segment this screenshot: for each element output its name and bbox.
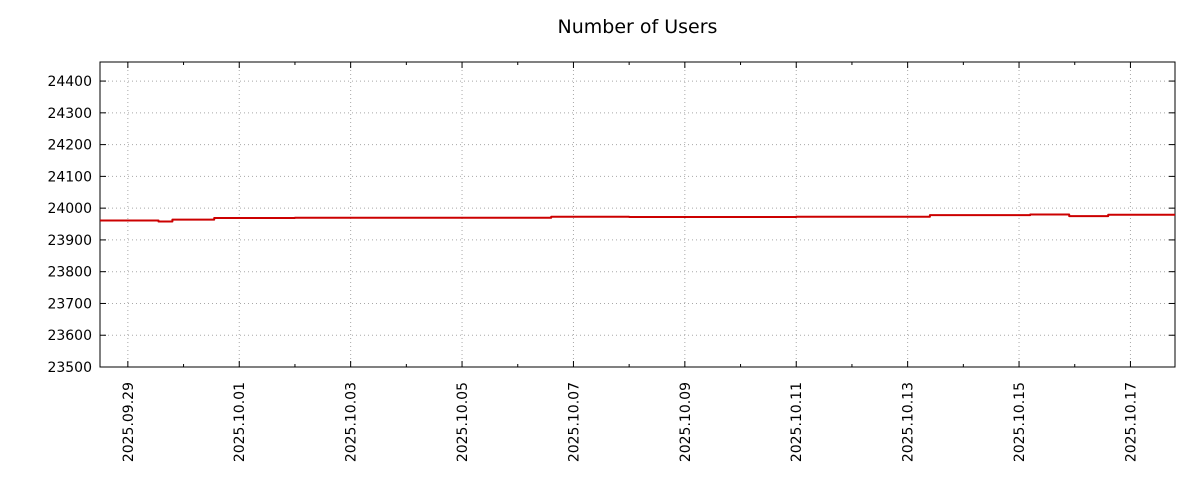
svg-text:24000: 24000 (47, 201, 92, 217)
tick-marks (100, 62, 1175, 368)
svg-text:23500: 23500 (47, 360, 92, 376)
svg-text:24200: 24200 (47, 138, 92, 154)
svg-text:24400: 24400 (47, 74, 92, 90)
svg-text:23700: 23700 (47, 296, 92, 312)
svg-text:2025.10.11: 2025.10.11 (789, 382, 805, 462)
series-line-users (100, 213, 1175, 223)
svg-text:2025.10.13: 2025.10.13 (901, 382, 917, 462)
svg-text:23600: 23600 (47, 328, 92, 344)
svg-text:23900: 23900 (47, 233, 92, 249)
svg-text:24300: 24300 (47, 106, 92, 122)
svg-text:2025.10.05: 2025.10.05 (455, 382, 471, 462)
y-axis-labels: 23500 23600 23700 23800 23900 24000 24100 24200… (47, 74, 92, 376)
svg-text:2025.10.07: 2025.10.07 (566, 382, 582, 462)
svg-text:2025.09.29: 2025.09.29 (121, 382, 137, 462)
svg-text:2025.10.01: 2025.10.01 (232, 382, 248, 462)
svg-text:2025.10.15: 2025.10.15 (1012, 382, 1028, 462)
x-axis-labels: 2025.09.29 2025.10.01 2025.10.03 2025.10.05… (121, 382, 1140, 462)
svg-text:24100: 24100 (47, 169, 92, 185)
svg-text:23800: 23800 (47, 265, 92, 281)
svg-text:2025.10.17: 2025.10.17 (1123, 382, 1139, 462)
chart-title: Number of Users (557, 16, 718, 38)
svg-text:2025.10.09: 2025.10.09 (678, 382, 694, 462)
svg-text:2025.10.03: 2025.10.03 (344, 382, 360, 462)
